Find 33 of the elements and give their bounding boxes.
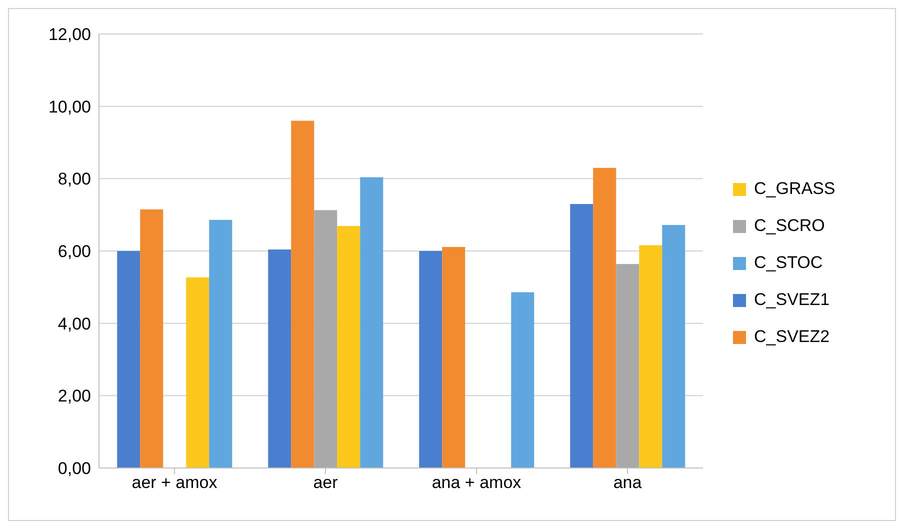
x-tick-label: aer bbox=[313, 473, 338, 492]
legend-label: C_SVEZ1 bbox=[754, 290, 830, 309]
bar bbox=[268, 250, 292, 468]
bar bbox=[639, 245, 662, 468]
bar bbox=[291, 120, 314, 468]
x-tick-label: ana bbox=[613, 473, 642, 492]
bar bbox=[209, 220, 232, 468]
bar bbox=[419, 251, 442, 468]
bar bbox=[186, 277, 210, 468]
legend-label: C_GRASS bbox=[754, 179, 836, 198]
bar bbox=[616, 264, 640, 468]
legend-label: C_STOC bbox=[754, 253, 823, 272]
bar bbox=[442, 247, 466, 468]
bar bbox=[511, 292, 534, 468]
bar bbox=[570, 204, 594, 468]
legend-label: C_SCRO bbox=[754, 216, 825, 235]
x-tick-label: aer + amox bbox=[132, 473, 218, 492]
bar bbox=[314, 210, 338, 468]
x-tick-label: ana + amox bbox=[432, 473, 522, 492]
y-tick-label: 10,00 bbox=[48, 97, 91, 116]
y-tick-label: 12,00 bbox=[48, 25, 91, 44]
y-tick-label: 0,00 bbox=[58, 459, 91, 478]
bar bbox=[117, 251, 140, 468]
y-tick-label: 2,00 bbox=[58, 386, 91, 406]
legend-label: C_SVEZ2 bbox=[754, 327, 830, 346]
bar bbox=[337, 226, 360, 468]
bar bbox=[662, 224, 686, 468]
y-tick-label: 4,00 bbox=[58, 314, 91, 334]
y-tick-label: 8,00 bbox=[58, 170, 91, 189]
bar bbox=[593, 168, 616, 468]
bar bbox=[360, 177, 384, 468]
y-tick-label: 6,00 bbox=[58, 242, 91, 262]
bar bbox=[140, 209, 164, 468]
